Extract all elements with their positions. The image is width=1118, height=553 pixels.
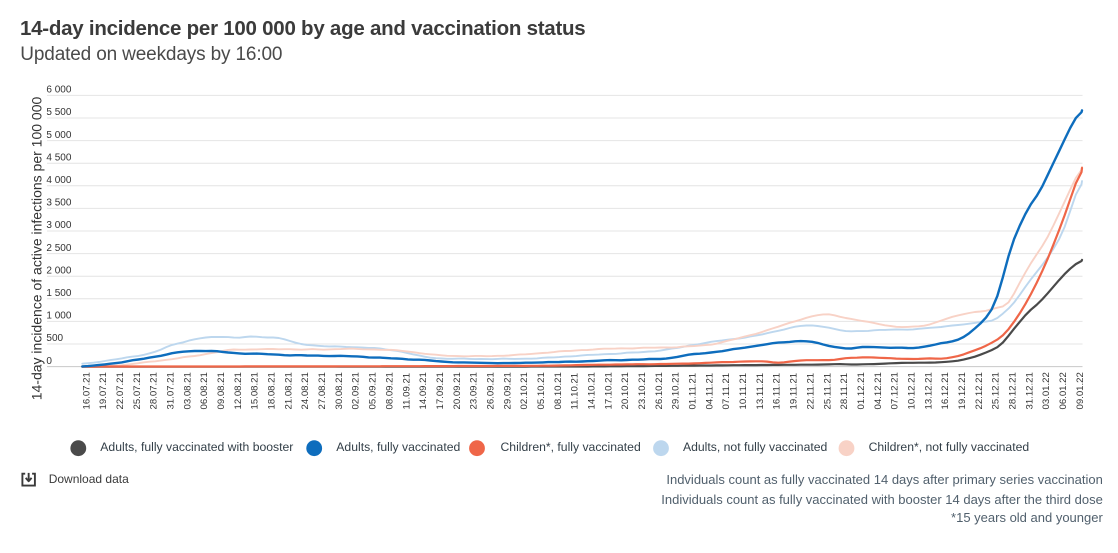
svg-text:28.12.21: 28.12.21: [1008, 372, 1019, 409]
svg-text:06.01.22: 06.01.22: [1058, 372, 1069, 409]
svg-text:27.08.21: 27.08.21: [317, 372, 328, 409]
svg-text:Children*, fully vaccinated: Children*, fully vaccinated: [501, 440, 641, 454]
svg-text:5 500: 5 500: [46, 107, 71, 118]
svg-text:16.07.21: 16.07.21: [81, 372, 92, 409]
svg-text:16.11.21: 16.11.21: [772, 373, 783, 410]
svg-text:22.11.21: 22.11.21: [805, 373, 816, 410]
svg-text:20.09.21: 20.09.21: [452, 372, 463, 409]
svg-text:5 000: 5 000: [46, 130, 71, 141]
svg-text:11.10.21: 11.10.21: [570, 373, 581, 410]
svg-text:13.12.21: 13.12.21: [923, 372, 934, 409]
svg-text:23.10.21: 23.10.21: [637, 372, 648, 409]
svg-text:16.12.21: 16.12.21: [940, 372, 951, 409]
svg-text:30.08.21: 30.08.21: [334, 372, 345, 409]
svg-text:31.12.21: 31.12.21: [1024, 372, 1035, 409]
svg-text:3 000: 3 000: [46, 220, 71, 231]
svg-text:Children*, not fully vaccinate: Children*, not fully vaccinated: [869, 440, 1030, 454]
svg-text:25.11.21: 25.11.21: [822, 373, 833, 410]
svg-text:29.10.21: 29.10.21: [671, 372, 682, 409]
svg-text:26.09.21: 26.09.21: [486, 372, 497, 409]
svg-text:22.12.21: 22.12.21: [974, 372, 985, 409]
svg-text:4 500: 4 500: [46, 152, 71, 163]
svg-text:04.11.21: 04.11.21: [704, 373, 715, 410]
svg-text:0: 0: [46, 356, 52, 367]
svg-text:06.08.21: 06.08.21: [199, 372, 210, 409]
svg-text:13.11.21: 13.11.21: [755, 373, 766, 410]
svg-text:08.09.21: 08.09.21: [384, 372, 395, 409]
svg-text:2 500: 2 500: [46, 243, 71, 254]
svg-text:04.12.21: 04.12.21: [873, 372, 884, 409]
svg-text:18.08.21: 18.08.21: [267, 372, 278, 409]
svg-text:17.10.21: 17.10.21: [603, 372, 614, 409]
svg-text:03.08.21: 03.08.21: [182, 372, 193, 409]
svg-text:28.11.21: 28.11.21: [839, 373, 850, 410]
svg-text:2 000: 2 000: [46, 265, 71, 276]
svg-text:19.07.21: 19.07.21: [98, 372, 109, 409]
svg-text:14.09.21: 14.09.21: [418, 372, 429, 409]
svg-text:6 000: 6 000: [46, 85, 71, 96]
svg-text:12.08.21: 12.08.21: [233, 372, 244, 409]
svg-text:28.07.21: 28.07.21: [149, 372, 160, 409]
svg-text:19.12.21: 19.12.21: [957, 372, 968, 409]
svg-text:01.11.21: 01.11.21: [688, 373, 699, 410]
svg-text:26.10.21: 26.10.21: [654, 372, 665, 409]
svg-text:4 000: 4 000: [46, 175, 71, 186]
svg-text:14-day incidence of active inf: 14-day incidence of active infections pe…: [29, 97, 45, 401]
svg-text:23.09.21: 23.09.21: [469, 372, 480, 409]
svg-text:07.12.21: 07.12.21: [890, 372, 901, 409]
svg-text:25.12.21: 25.12.21: [991, 372, 1002, 409]
svg-text:14.10.21: 14.10.21: [587, 372, 598, 409]
svg-text:07.11.21: 07.11.21: [721, 373, 732, 410]
svg-text:09.08.21: 09.08.21: [216, 372, 227, 409]
svg-text:20.10.21: 20.10.21: [620, 372, 631, 409]
svg-text:10.11.21: 10.11.21: [738, 373, 749, 410]
svg-text:22.07.21: 22.07.21: [115, 372, 126, 409]
svg-text:19.11.21: 19.11.21: [789, 373, 800, 410]
svg-text:15.08.21: 15.08.21: [250, 372, 261, 409]
svg-text:1 500: 1 500: [46, 288, 71, 299]
svg-text:17.09.21: 17.09.21: [435, 372, 446, 409]
svg-text:08.10.21: 08.10.21: [553, 372, 564, 409]
svg-text:31.07.21: 31.07.21: [166, 372, 177, 409]
svg-text:21.08.21: 21.08.21: [283, 372, 294, 409]
svg-text:24.08.21: 24.08.21: [300, 372, 311, 409]
svg-text:500: 500: [46, 333, 63, 344]
svg-text:01.12.21: 01.12.21: [856, 372, 867, 409]
svg-text:Adults, fully vaccinated: Adults, fully vaccinated: [336, 440, 460, 454]
svg-text:10.12.21: 10.12.21: [907, 372, 918, 409]
svg-text:Adults, fully vaccinated with: Adults, fully vaccinated with booster: [100, 440, 293, 454]
svg-text:02.09.21: 02.09.21: [351, 372, 362, 409]
svg-text:05.09.21: 05.09.21: [368, 372, 379, 409]
svg-text:Adults, not fully vaccinated: Adults, not fully vaccinated: [683, 440, 827, 454]
svg-text:02.10.21: 02.10.21: [519, 372, 530, 409]
svg-text:11.09.21: 11.09.21: [401, 373, 412, 410]
svg-text:25.07.21: 25.07.21: [132, 372, 143, 409]
svg-text:1 000: 1 000: [46, 311, 71, 322]
svg-text:05.10.21: 05.10.21: [536, 372, 547, 409]
svg-text:09.01.22: 09.01.22: [1075, 372, 1086, 409]
svg-text:29.09.21: 29.09.21: [502, 372, 513, 409]
svg-text:3 500: 3 500: [46, 198, 71, 209]
svg-text:03.01.22: 03.01.22: [1041, 372, 1052, 409]
